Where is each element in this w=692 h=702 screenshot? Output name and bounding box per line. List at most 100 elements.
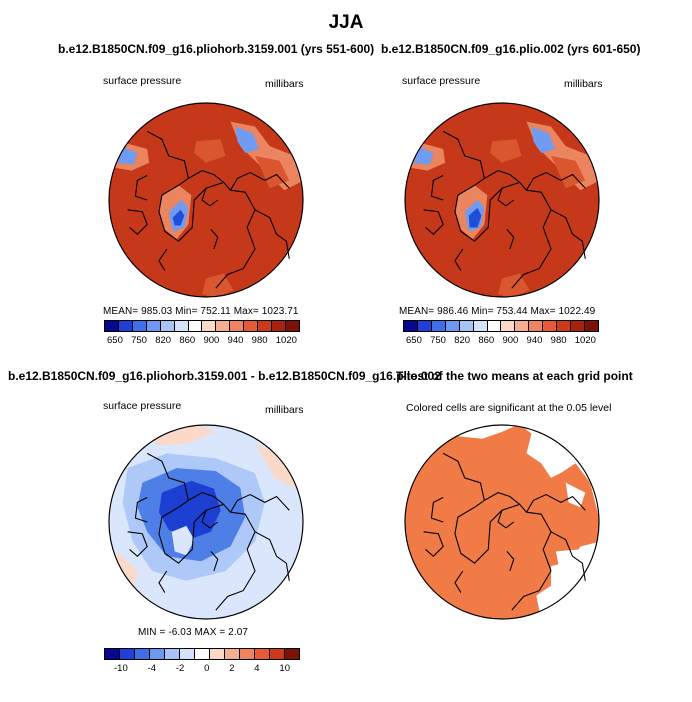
moderate-pressure-region <box>194 139 226 163</box>
polar-map-top-left <box>108 102 304 298</box>
moderate-pressure-region <box>551 155 586 189</box>
colorbar-tick-label: 1020 <box>574 335 596 346</box>
variable-label-bottom-left: surface pressure <box>103 400 182 412</box>
colorbar-tick-label: 820 <box>454 335 471 346</box>
colorbar-swatch <box>543 321 558 331</box>
lowest-pressure-core <box>172 209 185 226</box>
colorbar-swatch <box>272 321 286 331</box>
panel-title-top-right: b.e12.B1850CN.f09_g16.plio.002 (yrs 601-… <box>381 42 641 56</box>
colorbar-swatch <box>146 321 161 331</box>
polar-map-top-right <box>404 102 600 298</box>
colorbar-swatch <box>431 321 446 331</box>
stats-bottom-left: MIN = -6.03 MAX = 2.07 <box>138 627 249 638</box>
colorbar-swatch <box>105 649 120 659</box>
colorbar-top-left <box>104 320 300 332</box>
colorbar-swatch <box>160 321 175 331</box>
low-pressure-region <box>531 126 555 153</box>
colorbar-tick-label: 980 <box>251 335 268 346</box>
colorbar-swatch <box>529 321 544 331</box>
map-border <box>404 424 600 620</box>
positive-difference-region <box>255 443 304 493</box>
colorbar-tick-label: 820 <box>155 335 172 346</box>
units-label-top-right: millibars <box>564 78 603 90</box>
colorbar-tick-label: 940 <box>227 335 244 346</box>
colorbar-swatch <box>473 321 488 331</box>
low-pressure-region <box>235 126 259 153</box>
stats-top-right: MEAN= 986.46 Min= 753.44 Max= 1022.49 <box>399 306 596 317</box>
colorbar-swatch <box>210 649 225 659</box>
colorbar-swatch <box>216 321 231 331</box>
not-significant-region <box>555 549 581 576</box>
colorbar-swatch <box>195 649 210 659</box>
panel-title-top-left: b.e12.B1850CN.f09_g16.pliohorb.3159.001 … <box>58 42 375 56</box>
colorbar-tick-label: 980 <box>550 335 567 346</box>
colorbar-tick-label: 750 <box>430 335 446 346</box>
pressure-field <box>404 102 600 298</box>
colorbar-tick-label: 2 <box>229 663 235 674</box>
units-label-bottom-left: millibars <box>265 404 304 416</box>
colorbar-tick-label: 860 <box>478 335 495 346</box>
coastlines <box>127 452 290 611</box>
map-border <box>404 102 600 298</box>
panel-title-bottom-right: T-test of the two means at each grid poi… <box>396 369 633 383</box>
colorbar-tick-label: 4 <box>254 663 260 674</box>
colorbar-swatch <box>230 321 245 331</box>
coastlines <box>127 130 290 289</box>
colorbar-labels-top-right: 650 750 820 860 900 940 980 1020 <box>406 335 596 346</box>
colorbar-swatch <box>165 649 180 659</box>
weak-difference-region <box>171 525 195 556</box>
panel-subtitle-bottom-right: Colored cells are significant at the 0.0… <box>406 402 612 414</box>
colorbar-swatch <box>240 649 255 659</box>
variable-label-top-right: surface pressure <box>402 75 481 87</box>
colorbar-tick-label: 1020 <box>275 335 297 346</box>
colorbar-swatch <box>150 649 165 659</box>
colorbar-swatch <box>225 649 240 659</box>
colorbar-swatch <box>118 321 133 331</box>
lowest-pressure-core <box>468 207 482 228</box>
colorbar-swatch <box>174 321 189 331</box>
colorbar-tick-label: -10 <box>114 663 128 674</box>
colorbar-tick-label: -4 <box>147 663 156 674</box>
colorbar-swatch <box>404 321 418 331</box>
colorbar-tick-label: 750 <box>131 335 147 346</box>
not-significant-region <box>404 424 432 452</box>
map-border <box>108 424 304 620</box>
colorbar-tick-label: -2 <box>175 663 185 674</box>
colorbar-swatch <box>255 649 270 659</box>
colorbar-swatch <box>557 321 572 331</box>
colorbar-top-right <box>403 320 599 332</box>
colorbar-swatch <box>105 321 119 331</box>
moderate-pressure-region <box>490 139 522 163</box>
coastlines <box>423 130 586 289</box>
colorbar-swatch <box>571 321 585 331</box>
colorbar-labels-top-left: 650 750 820 860 900 940 980 1020 <box>107 335 297 346</box>
colorbar-tick-label: 10 <box>279 663 290 674</box>
colorbar-swatch <box>135 649 150 659</box>
moderate-pressure-region <box>255 155 290 189</box>
colorbar-tick-label: 0 <box>204 663 210 674</box>
colorbar-swatch <box>584 321 598 331</box>
polar-map-bottom-left <box>108 424 304 620</box>
colorbar-labels-bottom-left: -10 -4 -2 0 2 4 10 <box>114 663 290 674</box>
colorbar-swatch <box>202 321 217 331</box>
units-label-top-left: millibars <box>265 78 304 90</box>
colorbar-swatch <box>244 321 259 331</box>
colorbar-tick-label: 650 <box>406 335 422 346</box>
colorbar-tick-label: 940 <box>526 335 543 346</box>
colorbar-swatch <box>180 649 195 659</box>
stats-top-left: MEAN= 985.03 Min= 752.11 Max= 1023.71 <box>103 306 299 317</box>
map-border <box>108 102 304 298</box>
colorbar-swatch <box>487 321 502 331</box>
figure-title: JJA <box>328 12 364 33</box>
coastlines <box>423 452 586 611</box>
colorbar-swatch <box>515 321 530 331</box>
colorbar-swatch <box>501 321 516 331</box>
colorbar-swatch <box>459 321 474 331</box>
colorbar-tick-label: 650 <box>107 335 123 346</box>
colorbar-swatch <box>417 321 432 331</box>
colorbar-tick-label: 900 <box>502 335 519 346</box>
panel-title-bottom-left: b.e12.B1850CN.f09_g16.pliohorb.3159.001 … <box>8 369 441 383</box>
colorbar-swatch <box>188 321 203 331</box>
colorbar-swatch <box>270 649 285 659</box>
colorbar-swatch <box>445 321 460 331</box>
